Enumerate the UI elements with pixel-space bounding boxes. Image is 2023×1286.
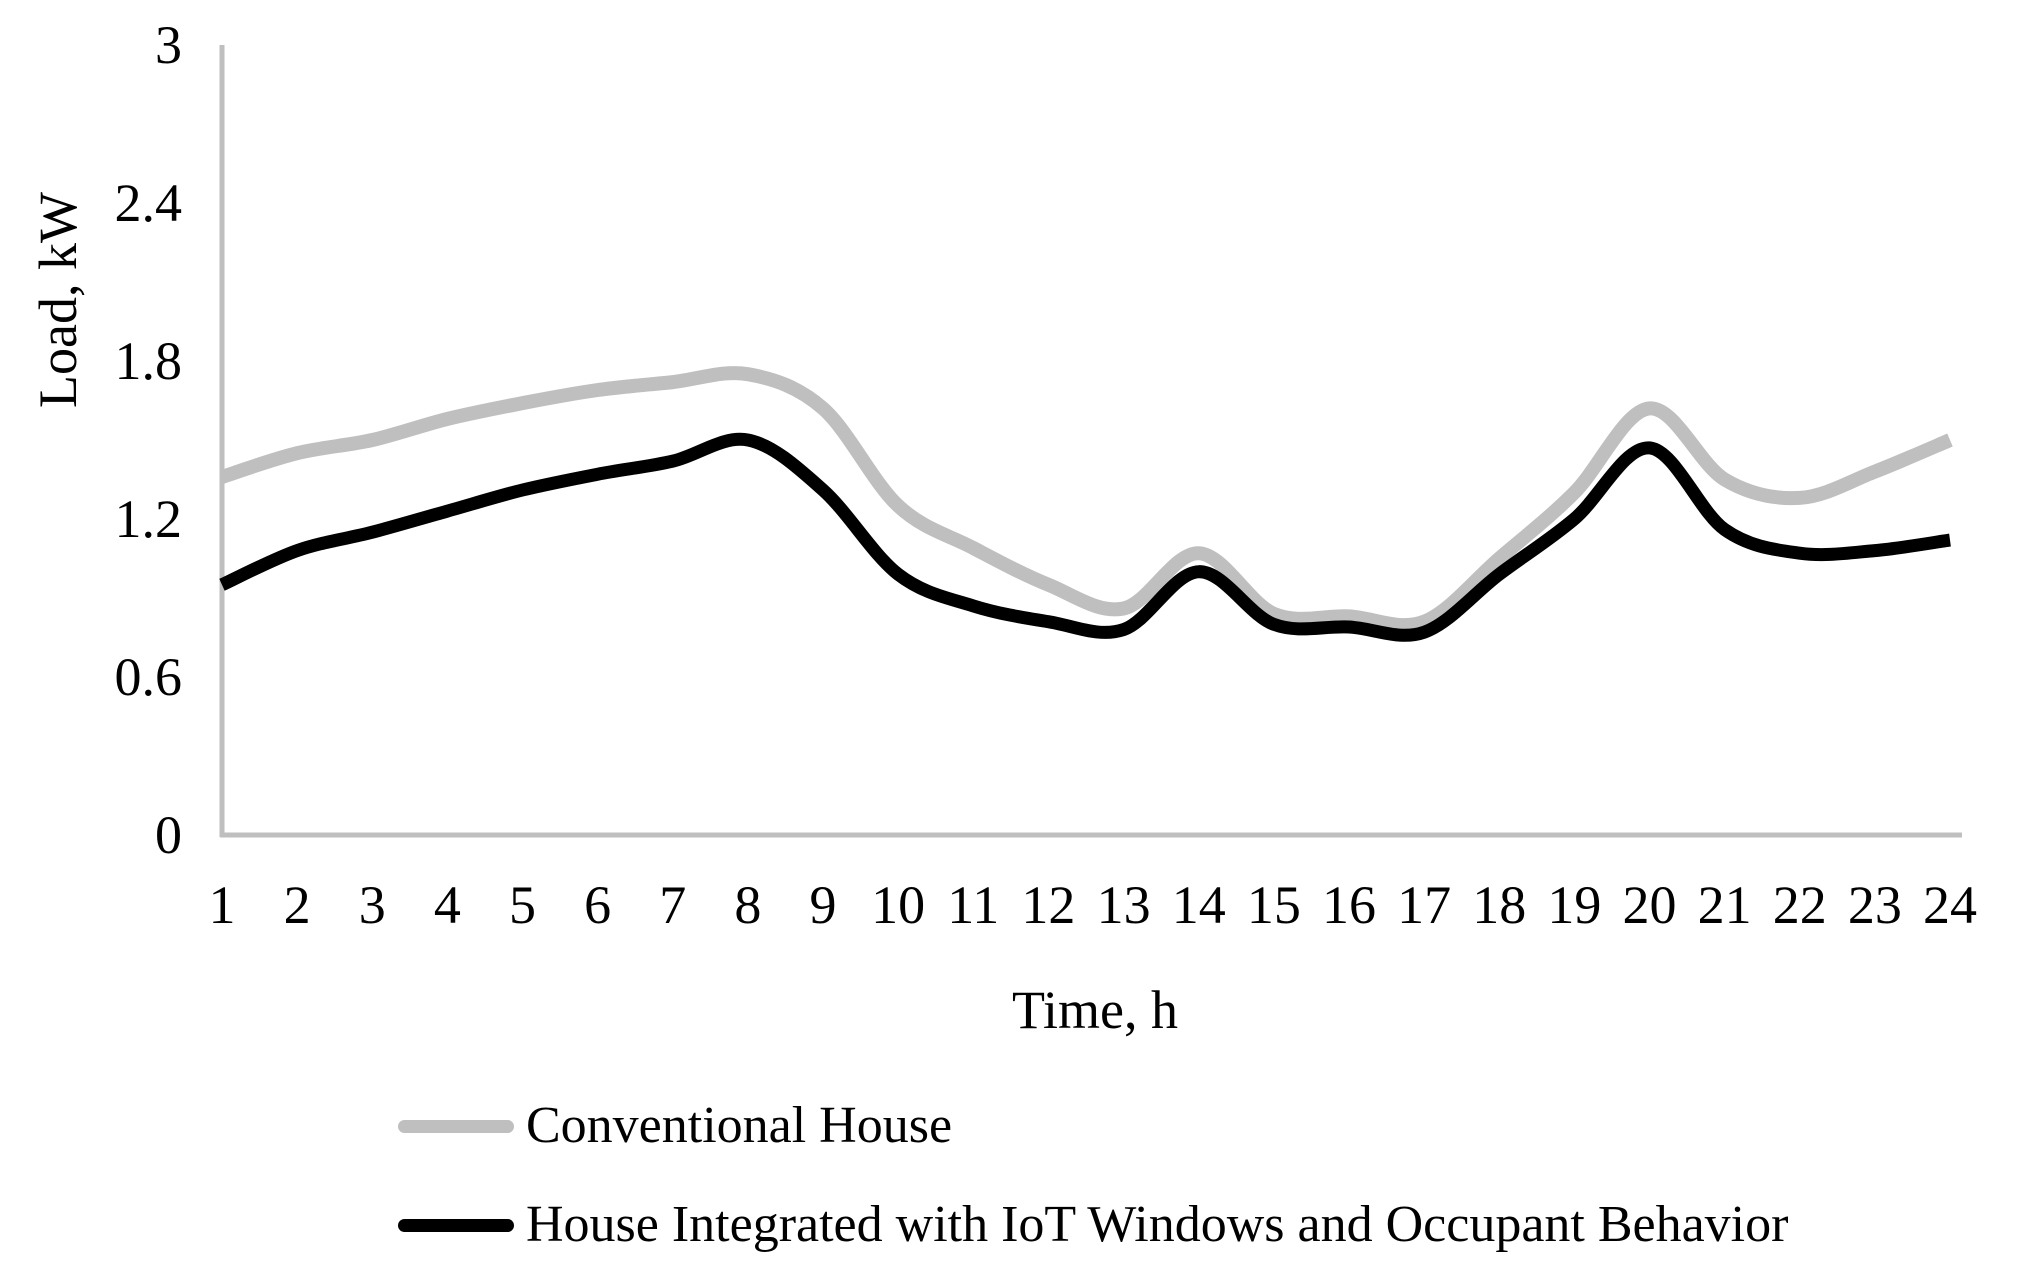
x-tick-label: 24: [1923, 875, 1977, 935]
conventional-house-line: [219, 366, 1953, 633]
y-tick-label: 1.8: [114, 331, 183, 391]
x-tick-label: 17: [1397, 875, 1452, 935]
x-tick-label: 9: [809, 875, 837, 935]
x-tick-label: 4: [433, 875, 461, 935]
x-tick-label: 19: [1547, 875, 1602, 935]
x-tick-label: 1: [208, 875, 236, 935]
x-tick-label: 6: [584, 875, 612, 935]
y-tick-label: 3: [155, 15, 182, 75]
x-tick-label: 13: [1096, 875, 1151, 935]
x-tick-label: 22: [1772, 875, 1827, 935]
x-tick-label: 16: [1321, 875, 1376, 935]
x-tick-label: 8: [734, 875, 762, 935]
x-tick-label: 12: [1021, 875, 1076, 935]
x-tick-label: 11: [947, 875, 1000, 935]
legend-item-iot: House Integrated with IoT Windows and Oc…: [398, 1195, 1788, 1255]
x-tick-label: 3: [358, 875, 386, 935]
legend-swatch-conventional-line: [398, 1119, 514, 1133]
x-tick-label: 15: [1246, 875, 1301, 935]
x-axis-title: Time, h: [1011, 980, 1179, 1040]
y-tick-label: 2.4: [114, 173, 183, 233]
x-tick-label: 21: [1697, 875, 1752, 935]
x-tick-label: 10: [871, 875, 926, 935]
iot-house-line: [219, 432, 1951, 642]
x-tick-label: 5: [509, 875, 537, 935]
legend-swatch-iot-line: [398, 1218, 514, 1232]
y-tick-label: 0.6: [114, 647, 183, 707]
x-tick-label: 2: [283, 875, 311, 935]
legend-label-conventional: Conventional House: [526, 1097, 953, 1154]
y-tick-label: 0: [155, 805, 182, 865]
x-tick-label: 18: [1472, 875, 1527, 935]
x-tick-label: 20: [1622, 875, 1677, 935]
legend-item-conventional: Conventional House: [398, 1096, 952, 1156]
y-tick-label: 1.2: [114, 489, 183, 549]
x-tick-label: 23: [1847, 875, 1902, 935]
legend-label-iot: House Integrated with IoT Windows and Oc…: [526, 1196, 1789, 1253]
x-tick-label: 14: [1171, 875, 1226, 935]
x-tick-label: 7: [659, 875, 687, 935]
